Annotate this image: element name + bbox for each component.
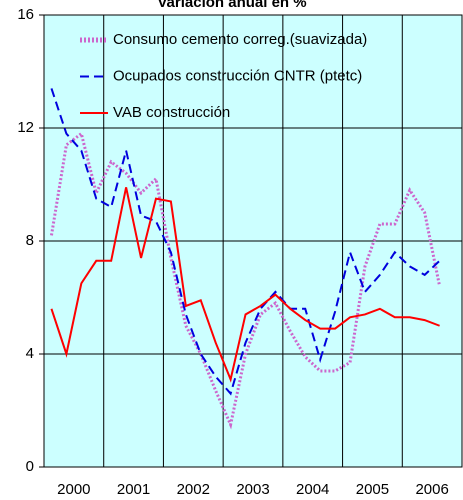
y-tick-label: 16: [17, 6, 34, 23]
y-tick-label: 0: [26, 458, 34, 475]
x-tick-label: 2001: [117, 481, 150, 498]
y-tick-label: 4: [26, 345, 34, 362]
series-line: [50, 187, 440, 383]
series-line: [49, 131, 442, 430]
x-tick-label: 2005: [356, 481, 389, 498]
x-tick-label: 2004: [296, 481, 329, 498]
legend-label: VAB construcción: [113, 104, 230, 121]
y-tick-label: 12: [17, 119, 34, 136]
x-tick-label: 2000: [57, 481, 90, 498]
series-line: [50, 88, 441, 396]
x-tick-label: 2003: [236, 481, 269, 498]
x-tick-label: 2002: [177, 481, 210, 498]
legend-label: Consumo cemento correg.(suavizada): [113, 31, 367, 48]
legend-label: Ocupados construcción CNTR (ptetc): [113, 67, 362, 84]
chart-title: Variación anual en %: [157, 0, 306, 11]
x-tick-label: 2006: [415, 481, 448, 498]
y-tick-label: 8: [26, 232, 34, 249]
